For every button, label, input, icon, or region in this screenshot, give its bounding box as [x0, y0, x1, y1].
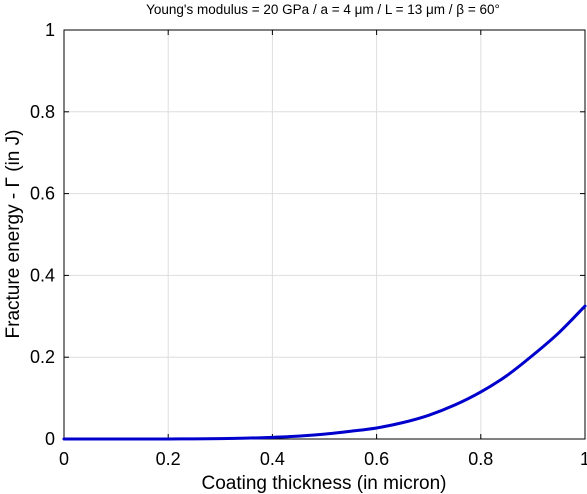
y-tick-label: 1: [45, 20, 55, 40]
chart-title: Young's modulus = 20 GPa / a = 4 μm / L …: [146, 2, 500, 17]
y-tick-label: 0.6: [30, 184, 55, 204]
x-axis-label: Coating thickness (in micron): [202, 473, 447, 494]
plot-area: [63, 29, 586, 440]
x-tick-label: 0: [59, 449, 69, 469]
x-tick-label: 0.2: [156, 449, 181, 469]
y-tick-label: 0.8: [30, 102, 55, 122]
axis-ticks: [63, 29, 586, 440]
x-tick-label: 1: [580, 449, 587, 469]
y-tick-label: 0.4: [30, 265, 55, 285]
y-tick-label: 0: [45, 429, 55, 449]
y-tick-label: 0.2: [30, 347, 55, 367]
x-tick-labels: 0 0.2 0.4 0.6 0.8 1: [59, 449, 587, 469]
y-axis-label: Fracture energy - Γ (in J): [3, 130, 24, 339]
x-tick-label: 0.6: [364, 449, 389, 469]
y-tick-labels: 0 0.2 0.4 0.6 0.8 1: [30, 20, 55, 449]
series-line: [62, 304, 587, 441]
x-tick-label: 0.8: [468, 449, 493, 469]
x-tick-label: 0.4: [260, 449, 285, 469]
grid: [64, 30, 585, 439]
